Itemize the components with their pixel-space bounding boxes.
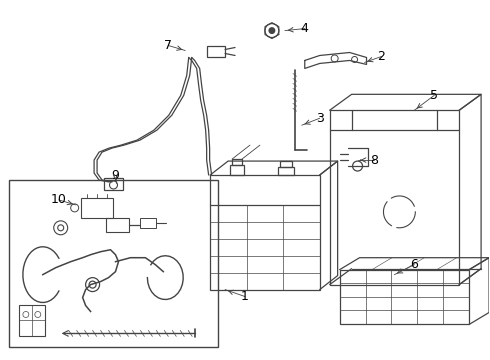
Text: 8: 8: [370, 154, 378, 167]
Bar: [103, 178, 123, 190]
Bar: [232, 159, 242, 165]
Text: 9: 9: [112, 168, 120, 181]
Bar: [280, 161, 292, 167]
Text: 3: 3: [316, 112, 324, 125]
Text: 6: 6: [411, 258, 418, 271]
Bar: [278, 167, 294, 175]
Bar: [340, 270, 469, 324]
Text: 4: 4: [301, 22, 309, 35]
Bar: [19, 305, 45, 336]
Circle shape: [269, 27, 275, 34]
Bar: [9, 180, 218, 347]
Bar: [210, 175, 319, 289]
Bar: [81, 198, 113, 218]
Text: 5: 5: [430, 89, 438, 102]
Text: 7: 7: [164, 39, 172, 52]
Bar: [330, 110, 459, 285]
Bar: [141, 218, 156, 228]
Bar: [230, 165, 244, 175]
Text: 2: 2: [377, 50, 386, 63]
Bar: [105, 218, 129, 232]
Bar: [207, 45, 225, 58]
Text: 10: 10: [51, 193, 67, 206]
Text: 1: 1: [241, 290, 249, 303]
